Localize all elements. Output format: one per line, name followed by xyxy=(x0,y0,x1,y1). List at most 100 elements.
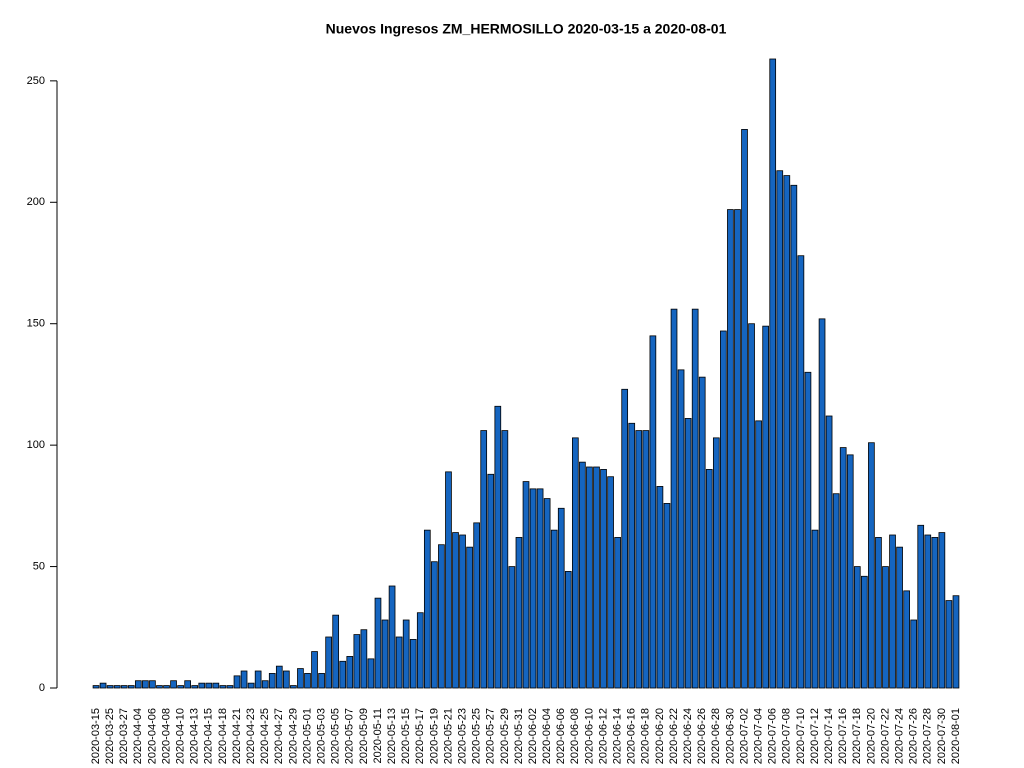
bar xyxy=(586,466,593,689)
x-tick-label: 2020-07-08 xyxy=(781,708,793,764)
x-tick-label: 2020-05-23 xyxy=(456,708,468,764)
x-tick-label: 2020-05-07 xyxy=(344,708,356,764)
x-tick-label: 2020-05-09 xyxy=(358,708,370,764)
x-tick-label: 2020-06-26 xyxy=(696,708,708,764)
bar xyxy=(762,325,769,689)
bar xyxy=(212,682,220,689)
bar xyxy=(480,430,488,689)
bar xyxy=(818,318,826,689)
bar xyxy=(156,685,163,689)
x-tick-label: 2020-06-18 xyxy=(640,708,652,764)
bar xyxy=(635,430,643,689)
bar xyxy=(579,461,586,689)
bar xyxy=(727,209,734,689)
bar xyxy=(402,619,410,689)
bar xyxy=(219,685,227,689)
x-tick-label: 2020-07-28 xyxy=(922,708,934,764)
y-tick-label: 0 xyxy=(39,682,45,694)
bar xyxy=(572,437,579,689)
x-tick-label: 2020-08-01 xyxy=(950,708,962,764)
bar xyxy=(945,600,953,689)
bar xyxy=(663,503,671,689)
x-tick-label: 2020-04-15 xyxy=(203,708,215,764)
x-tick-label: 2020-07-24 xyxy=(893,708,905,764)
x-tick-label: 2020-07-06 xyxy=(767,708,779,764)
x-tick-label: 2020-06-06 xyxy=(555,708,567,764)
x-tick-label: 2020-07-04 xyxy=(753,708,765,764)
bar xyxy=(494,405,502,689)
bar xyxy=(409,639,417,689)
x-tick-label: 2020-04-18 xyxy=(217,708,229,764)
x-tick-label: 2020-06-28 xyxy=(710,708,722,764)
bar xyxy=(177,685,184,689)
bar xyxy=(184,680,191,689)
bar xyxy=(839,447,847,689)
bar xyxy=(656,486,664,689)
bar xyxy=(649,335,657,689)
bar xyxy=(705,469,713,689)
bar xyxy=(868,442,875,689)
bar xyxy=(882,566,889,689)
x-tick-label: 2020-06-30 xyxy=(724,708,736,764)
x-tick-label: 2020-05-19 xyxy=(428,708,440,764)
x-tick-label: 2020-04-06 xyxy=(146,708,158,764)
y-tick-label: 250 xyxy=(27,75,45,87)
bar xyxy=(783,175,791,689)
x-tick-label: 2020-07-22 xyxy=(879,708,891,764)
y-tick-label: 150 xyxy=(27,318,45,330)
bar xyxy=(423,529,431,689)
bar xyxy=(99,682,107,689)
x-tick-label: 2020-05-29 xyxy=(499,708,511,764)
y-tick-label: 100 xyxy=(27,439,45,451)
bar xyxy=(825,415,833,689)
bar xyxy=(290,685,297,689)
x-tick-label: 2020-06-02 xyxy=(527,708,539,764)
bar xyxy=(684,418,692,689)
bar xyxy=(381,619,389,689)
bar xyxy=(240,670,248,689)
x-tick-label: 2020-05-05 xyxy=(330,708,342,764)
bar xyxy=(543,498,551,689)
bar xyxy=(304,673,311,689)
bar xyxy=(628,422,636,689)
x-tick-label: 2020-06-10 xyxy=(583,708,595,764)
bar xyxy=(438,544,445,689)
bar xyxy=(374,597,382,689)
bar xyxy=(896,546,903,689)
x-tick-label: 2020-05-27 xyxy=(485,708,497,764)
bar xyxy=(367,658,375,689)
bar xyxy=(607,476,614,689)
bar xyxy=(508,566,516,689)
bar xyxy=(459,534,466,689)
bar xyxy=(106,685,114,689)
bar xyxy=(741,129,748,689)
bar xyxy=(614,537,621,689)
bar xyxy=(910,619,918,689)
bar xyxy=(811,529,819,689)
x-tick-label: 2020-06-04 xyxy=(541,708,553,764)
bar xyxy=(163,685,170,689)
bar xyxy=(395,636,403,689)
x-tick-label: 2020-05-13 xyxy=(386,708,398,764)
bar xyxy=(226,685,234,689)
x-tick-label: 2020-05-01 xyxy=(301,708,313,764)
bar xyxy=(205,682,213,689)
bar xyxy=(346,656,354,689)
bar xyxy=(931,537,939,689)
bar xyxy=(318,673,325,689)
x-tick-label: 2020-07-12 xyxy=(809,708,821,764)
bar xyxy=(142,680,149,689)
x-tick-label: 2020-04-25 xyxy=(259,708,271,764)
bar xyxy=(113,685,121,689)
bar xyxy=(550,529,558,689)
x-tick-label: 2020-04-08 xyxy=(160,708,172,764)
x-tick-label: 2020-06-22 xyxy=(668,708,680,764)
bar xyxy=(642,430,650,689)
x-tick-label: 2020-06-16 xyxy=(626,708,638,764)
x-tick-label: 2020-04-27 xyxy=(273,708,285,764)
bar xyxy=(621,388,629,689)
bar xyxy=(268,673,276,689)
bar xyxy=(191,685,199,689)
x-tick-label: 2020-07-16 xyxy=(837,708,849,764)
x-tick-label: 2020-07-20 xyxy=(865,708,877,764)
